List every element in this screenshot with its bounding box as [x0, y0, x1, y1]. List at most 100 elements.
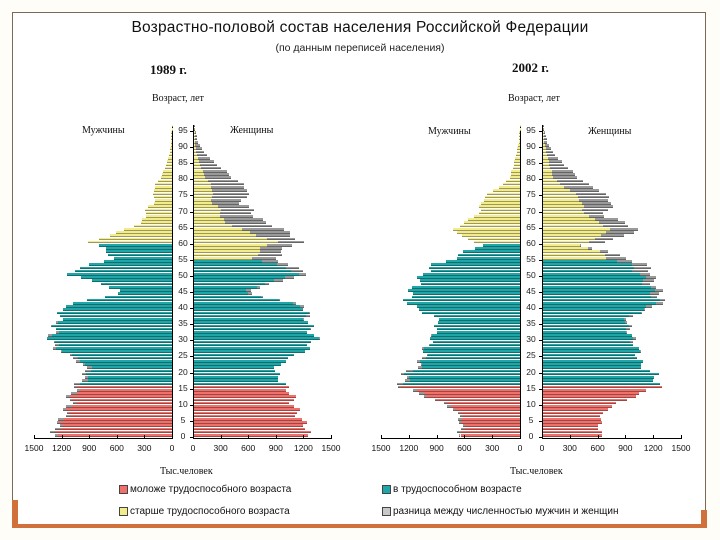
female-excess-bar [196, 150, 205, 154]
male-excess-bar [459, 414, 464, 418]
female-bar [194, 392, 290, 395]
male-bar [519, 134, 520, 138]
male-excess-bar [55, 343, 60, 347]
male-bar [412, 285, 520, 289]
female-bar [194, 234, 256, 237]
male-bar [99, 237, 172, 241]
female-bar [543, 305, 646, 308]
x-tick-label: 600 [241, 443, 256, 453]
female-bar [194, 382, 286, 386]
female-bar [194, 417, 303, 421]
female-excess-bar [217, 205, 249, 208]
female-bar [194, 388, 286, 392]
age-tick [190, 259, 193, 261]
male-bar [411, 295, 520, 299]
male-bar [426, 395, 520, 399]
chart-year-label: 2002 г. [512, 60, 549, 75]
male-excess-bar [81, 372, 86, 376]
male-bar [70, 414, 172, 418]
male-bar [451, 405, 520, 408]
female-bar [543, 166, 551, 170]
male-bar [437, 321, 520, 324]
male-bar [170, 144, 172, 147]
male-excess-bar [458, 411, 460, 415]
female-bar [194, 205, 218, 208]
age-tick-label: 10 [526, 398, 536, 409]
female-bar [543, 308, 644, 312]
female-bar [194, 186, 211, 189]
male-bar [87, 379, 172, 382]
x-tick [653, 435, 655, 439]
female-bar [543, 240, 590, 244]
x-tick [89, 435, 91, 439]
male-bar [72, 353, 172, 357]
male-bar [142, 218, 172, 221]
female-bar [543, 331, 627, 334]
female-bar [543, 282, 643, 286]
female-bar [543, 247, 588, 250]
female-bar [543, 256, 607, 260]
female-bar [194, 295, 261, 299]
female-excess-bar [212, 189, 248, 192]
female-excess-bar [552, 173, 575, 176]
female-bar [194, 340, 312, 344]
male-bar [421, 363, 520, 366]
legend-swatch-icon [382, 507, 391, 516]
male-excess-bar [413, 388, 417, 392]
age-tick [190, 372, 193, 374]
female-excess-bar [258, 253, 283, 257]
female-bar [543, 302, 656, 305]
male-excess-bar [452, 408, 456, 411]
female-bar [543, 169, 552, 173]
male-bar [480, 202, 520, 205]
male-bar [429, 266, 520, 270]
age-tick-label: 10 [178, 398, 188, 409]
age-tick [539, 211, 542, 213]
male-bar [423, 350, 520, 353]
female-bar [194, 424, 303, 427]
age-tick [539, 131, 542, 132]
female-bar [194, 189, 213, 192]
female-excess-bar [610, 227, 638, 231]
female-bar [194, 160, 199, 163]
female-excess-bar [587, 247, 592, 250]
male-excess-bar [82, 379, 88, 382]
female-bar [194, 224, 233, 228]
male-bar [433, 314, 520, 318]
female-bar [543, 321, 626, 324]
x-tick [144, 435, 146, 439]
female-bar [194, 140, 196, 144]
age-tick [539, 275, 542, 277]
female-bar [194, 414, 296, 418]
age-tick [539, 420, 542, 422]
female-bar [543, 337, 634, 341]
female-excess-bar [256, 285, 261, 289]
female-bar [543, 198, 579, 202]
male-bar [57, 434, 172, 437]
female-bar [194, 231, 250, 234]
male-excess-bar [60, 424, 64, 427]
male-bar [153, 189, 172, 192]
age-tick-label: 75 [526, 189, 536, 200]
male-excess-bar [84, 369, 91, 373]
age-tick [190, 356, 193, 358]
female-bar [543, 385, 663, 389]
female-bar [543, 150, 547, 154]
male-bar [425, 356, 520, 360]
female-bar [543, 227, 611, 231]
female-bar [543, 176, 553, 179]
female-bar [543, 195, 579, 199]
x-axis-label: Тыс.человек [160, 466, 213, 477]
male-excess-bar [48, 334, 52, 337]
male-bar [517, 147, 520, 150]
female-bar [194, 253, 259, 257]
male-excess-bar [418, 392, 424, 395]
female-excess-bar [211, 198, 242, 202]
female-excess-bar [302, 318, 304, 321]
male-excess-bar [66, 414, 71, 418]
male-bar [487, 192, 520, 196]
female-excess-bar [278, 240, 304, 244]
female-bar [543, 137, 545, 141]
male-bar [118, 292, 172, 295]
male-bar [467, 237, 520, 241]
